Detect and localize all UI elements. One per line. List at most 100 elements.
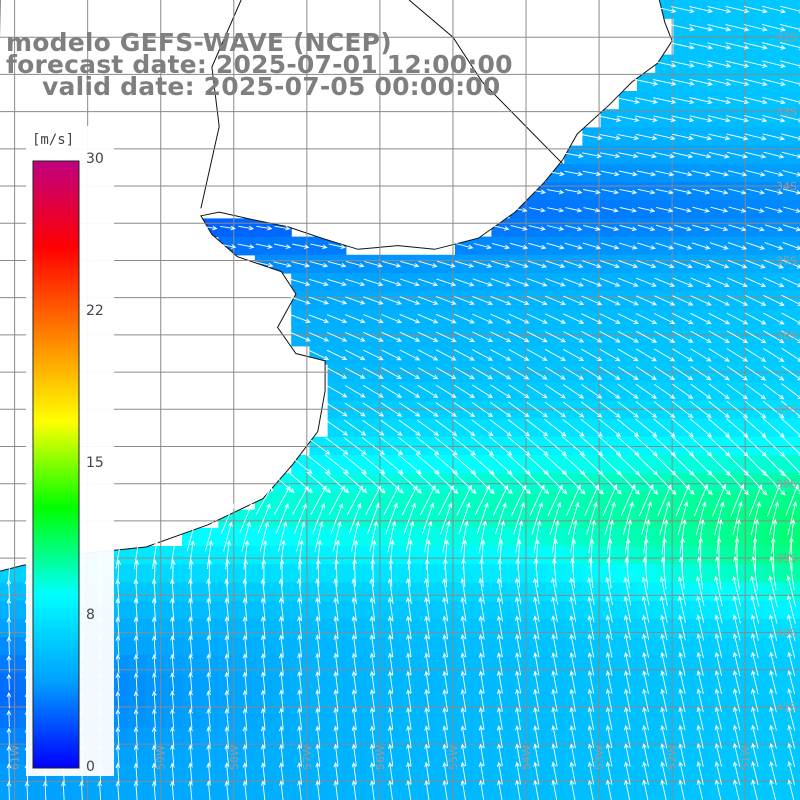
wind-arrow	[328, 243, 346, 249]
wind-arrow	[471, 419, 494, 437]
wind-arrow	[659, 595, 668, 623]
wind-arrow	[351, 707, 357, 730]
wind-arrow	[618, 242, 638, 250]
wind-arrow	[333, 689, 339, 712]
wind-arrow	[508, 331, 530, 343]
wind-arrow	[617, 277, 639, 287]
wind-arrow	[605, 761, 613, 785]
wind-arrow	[399, 296, 421, 305]
wind-arrow	[478, 743, 485, 767]
wind-speed-cell	[782, 327, 800, 347]
wind-arrow	[381, 278, 402, 287]
wind-arrow	[513, 502, 525, 535]
wind-arrow	[170, 690, 175, 711]
wind-arrow	[297, 652, 302, 675]
wind-arrow	[367, 502, 380, 534]
wind-arrow	[369, 761, 375, 785]
wind-arrow	[546, 242, 565, 250]
wind-arrow	[569, 706, 576, 731]
wind-arrow	[761, 42, 786, 50]
wind-arrow	[133, 616, 139, 639]
wind-arrow	[655, 170, 675, 177]
wind-arrow	[569, 743, 576, 767]
wind-arrow	[461, 558, 466, 588]
wind-arrow	[762, 312, 785, 325]
wind-arrow	[671, 115, 695, 123]
wind-arrow	[454, 331, 475, 342]
wind-arrow	[369, 634, 376, 658]
wind-arrow	[188, 653, 193, 675]
wind-arrow	[417, 313, 439, 324]
wind-arrow	[489, 436, 513, 456]
wind-arrow	[624, 706, 631, 731]
wind-arrow	[424, 520, 433, 553]
wind-arrow	[716, 537, 722, 573]
wind-arrow	[382, 260, 402, 268]
wind-arrow	[565, 207, 583, 213]
wind-arrow	[308, 332, 330, 342]
wind-arrow	[290, 314, 311, 324]
wind-arrow	[297, 634, 302, 657]
wind-arrow	[6, 745, 12, 765]
wind-arrow	[787, 632, 796, 659]
wind-arrow	[435, 313, 457, 324]
wind-arrow	[698, 537, 704, 573]
wind-arrow	[435, 367, 457, 380]
wind-arrow	[781, 347, 800, 362]
wind-arrow	[691, 242, 711, 250]
wind-arrow	[206, 780, 212, 800]
wind-arrow	[744, 312, 767, 325]
wind-arrow	[294, 502, 307, 534]
wind-arrow	[660, 633, 668, 658]
colorbar-tick-30: 30	[86, 151, 104, 167]
wind-arrow	[659, 576, 668, 606]
wind-arrow	[624, 724, 631, 749]
wind-arrow	[708, 312, 731, 325]
wind-arrow	[348, 502, 362, 534]
wind-arrow	[745, 259, 766, 269]
wind-arrow	[551, 633, 558, 658]
wind-arrow	[115, 780, 121, 800]
wind-arrow	[460, 706, 467, 730]
wind-arrow	[533, 520, 542, 553]
wind-arrow	[637, 188, 656, 195]
wind-arrow	[751, 760, 759, 786]
wind-arrow	[587, 614, 595, 640]
wind-arrow	[369, 670, 376, 694]
wind-arrow	[326, 314, 348, 324]
wind-arrow	[726, 348, 749, 362]
wind-arrow	[696, 556, 704, 590]
wind-arrow	[326, 331, 348, 342]
wind-arrow	[696, 651, 704, 676]
wind-arrow	[581, 384, 603, 399]
wind-arrow	[563, 366, 585, 380]
wind-arrow	[242, 725, 248, 748]
wind-arrow	[442, 779, 448, 800]
wind-arrow	[478, 670, 485, 694]
wind-arrow	[381, 296, 402, 305]
wind-arrow	[599, 348, 621, 362]
wind-arrow	[674, 206, 692, 213]
wind-arrow	[115, 744, 121, 765]
wind-arrow	[761, 469, 786, 496]
wind-arrow	[746, 224, 765, 232]
wind-arrow	[789, 518, 796, 554]
wind-arrow	[546, 225, 565, 231]
wind-speed-cell	[782, 691, 800, 711]
wind-arrow	[751, 688, 759, 713]
wind-arrow	[310, 485, 327, 515]
wind-arrow	[728, 188, 747, 195]
wind-arrow	[387, 596, 394, 622]
wind-arrow	[206, 726, 212, 748]
wind-arrow	[587, 743, 595, 767]
wind-arrow	[780, 60, 800, 68]
wind-arrow	[472, 349, 494, 361]
wind-arrow	[169, 578, 175, 604]
wind-arrow	[508, 313, 530, 324]
wind-arrow	[351, 780, 357, 800]
wind-arrow	[455, 243, 474, 250]
wind-arrow	[115, 762, 121, 784]
wind-arrow	[678, 556, 685, 590]
wind-arrow	[733, 555, 740, 590]
wind-arrow	[260, 578, 266, 604]
